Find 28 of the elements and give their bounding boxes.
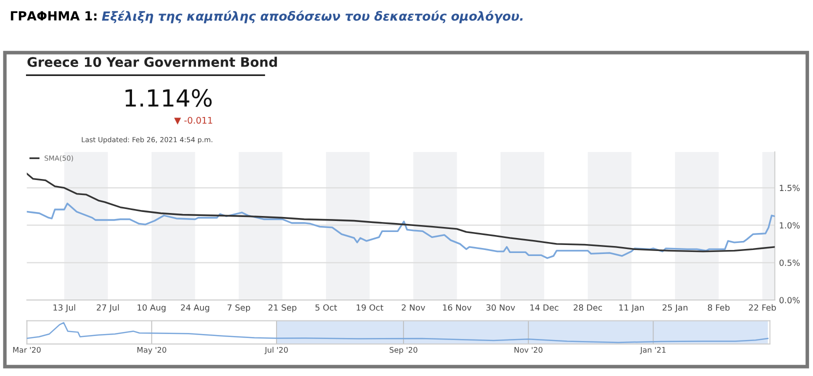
y-tick-label: 1.0% xyxy=(780,222,800,229)
x-tick-label: 11 Jan xyxy=(619,304,644,312)
text: Greece 10 Year Government Bond xyxy=(27,56,277,67)
x-tick-label: 25 Jan xyxy=(662,304,688,312)
x-tick-label: 16 Nov xyxy=(443,304,472,311)
x-tick-label: 14 Dec xyxy=(530,304,558,311)
x-tick-label: 2 Nov xyxy=(402,304,426,311)
x-tick-label: 27 Jul xyxy=(96,304,119,312)
chart-subtitle: Εξέλιξη της καμπύλης αποδόσεων του δεκαετούς ομολόγου. xyxy=(102,10,523,24)
x-tick-label: 19 Oct xyxy=(356,304,384,311)
chart-title: ΓΡΑΦΗΜΑ 1: xyxy=(10,11,96,20)
y-tick-label: 1.5% xyxy=(780,184,800,192)
y-tick-label: 0.0% xyxy=(780,297,800,304)
x-tick-label: 22 Feb xyxy=(748,304,776,311)
x-tick-label: 8 Feb xyxy=(708,304,730,311)
x-tick-label: 5 Oct xyxy=(315,304,337,311)
line-series xyxy=(26,202,775,259)
x-tick-label: 10 Aug xyxy=(138,304,166,312)
text: ▼ -0.011 xyxy=(174,116,212,125)
text: 1.114% xyxy=(126,89,212,107)
x-tick-label: 30 Nov xyxy=(486,304,516,311)
x-tick-label: 21 Sep xyxy=(268,304,296,312)
x-tick-label: 28 Dec xyxy=(574,304,602,311)
line-series xyxy=(26,172,775,252)
x-tick-label: 13 Jul xyxy=(53,304,76,312)
x-tick-label: 7 Sep xyxy=(228,304,250,312)
x-tick-label: 24 Aug xyxy=(180,304,210,312)
y-tick-label: 0.5% xyxy=(780,260,800,266)
